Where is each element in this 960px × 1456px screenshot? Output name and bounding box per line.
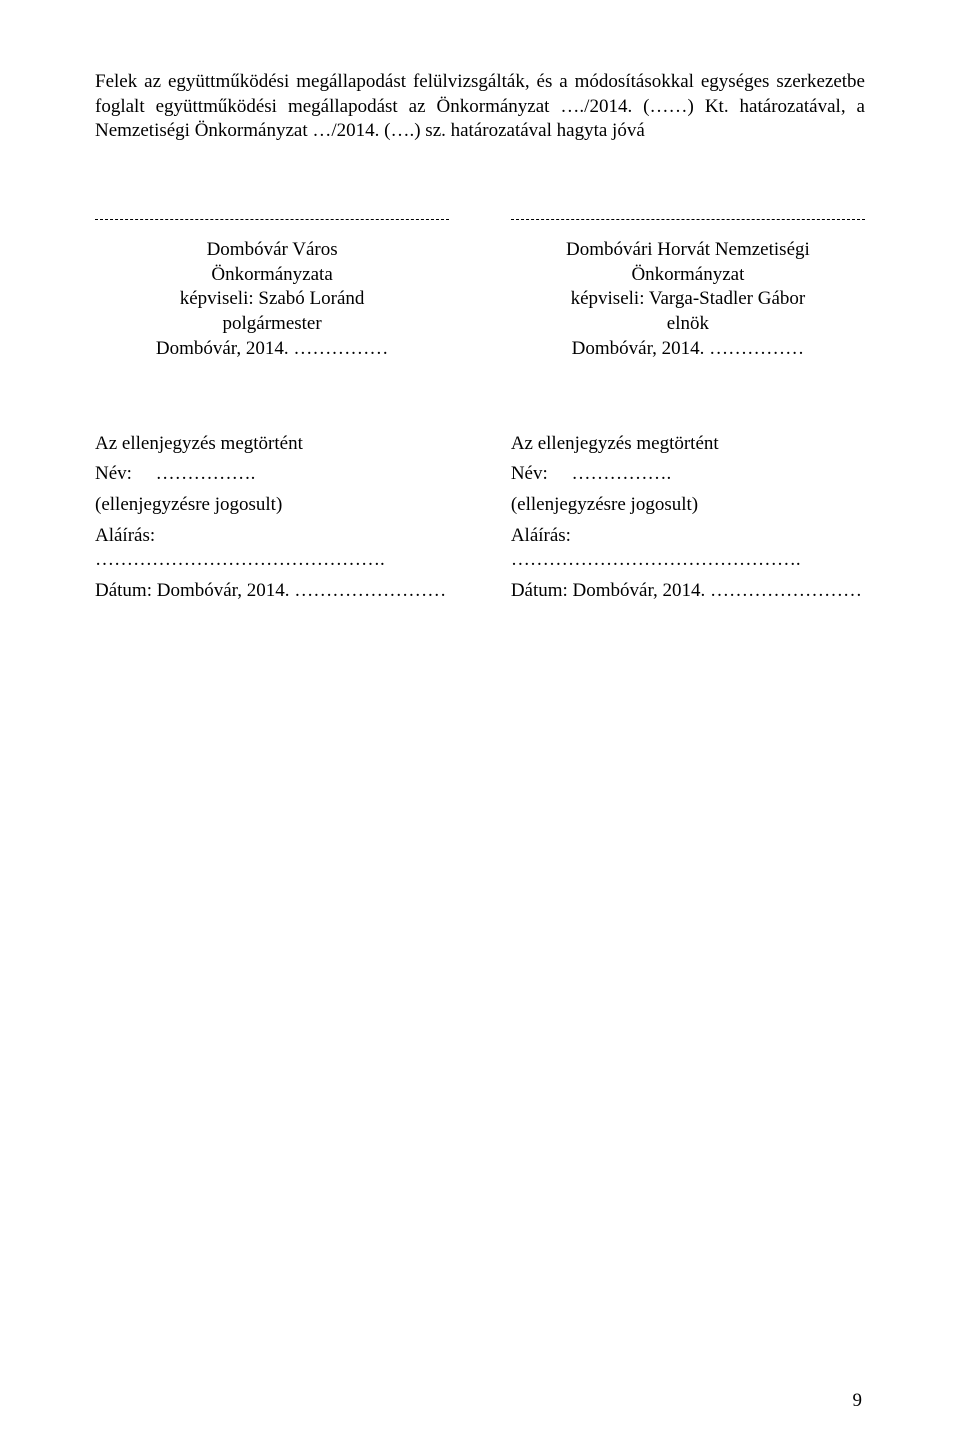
signature-left: Dombóvár Város Önkormányzata képviseli: … xyxy=(95,219,449,361)
sig-left-line5: Dombóvár, 2014. …………… xyxy=(95,337,449,362)
cs-right-sign: Aláírás: ………………………………………. xyxy=(511,524,865,573)
signature-line-left xyxy=(95,219,449,220)
cs-left-sign: Aláírás: ………………………………………. xyxy=(95,524,449,573)
cs-left-auth: (ellenjegyzésre jogosult) xyxy=(95,493,449,518)
sig-left-line1: Dombóvár Város xyxy=(95,238,449,263)
cs-right-name: Név: ……………. xyxy=(511,462,865,487)
main-paragraph: Felek az együttműködési megállapodást fe… xyxy=(95,70,865,144)
signature-right: Dombóvári Horvát Nemzetiségi Önkormányza… xyxy=(511,219,865,361)
cs-right-auth: (ellenjegyzésre jogosult) xyxy=(511,493,865,518)
countersign-right: Az ellenjegyzés megtörtént Név: ……………. (… xyxy=(511,432,865,610)
sig-right-line3: képviseli: Varga-Stadler Gábor xyxy=(511,287,865,312)
sig-right-line4: elnök xyxy=(511,312,865,337)
sig-left-line4: polgármester xyxy=(95,312,449,337)
cs-right-date: Dátum: Dombóvár, 2014. …………………… xyxy=(511,579,865,604)
page-number: 9 xyxy=(853,1389,863,1414)
sig-right-line2: Önkormányzat xyxy=(511,263,865,288)
countersign-left: Az ellenjegyzés megtörtént Név: ……………. (… xyxy=(95,432,449,610)
sig-right-line5: Dombóvár, 2014. …………… xyxy=(511,337,865,362)
signature-line-right xyxy=(511,219,865,220)
cs-left-name: Név: ……………. xyxy=(95,462,449,487)
cs-left-date: Dátum: Dombóvár, 2014. …………………… xyxy=(95,579,449,604)
sig-right-line1: Dombóvári Horvát Nemzetiségi xyxy=(511,238,865,263)
signature-row: Dombóvár Város Önkormányzata képviseli: … xyxy=(95,219,865,361)
sig-left-line3: képviseli: Szabó Loránd xyxy=(95,287,449,312)
countersign-row: Az ellenjegyzés megtörtént Név: ……………. (… xyxy=(95,432,865,610)
cs-right-title: Az ellenjegyzés megtörtént xyxy=(511,432,865,457)
cs-left-title: Az ellenjegyzés megtörtént xyxy=(95,432,449,457)
sig-left-line2: Önkormányzata xyxy=(95,263,449,288)
